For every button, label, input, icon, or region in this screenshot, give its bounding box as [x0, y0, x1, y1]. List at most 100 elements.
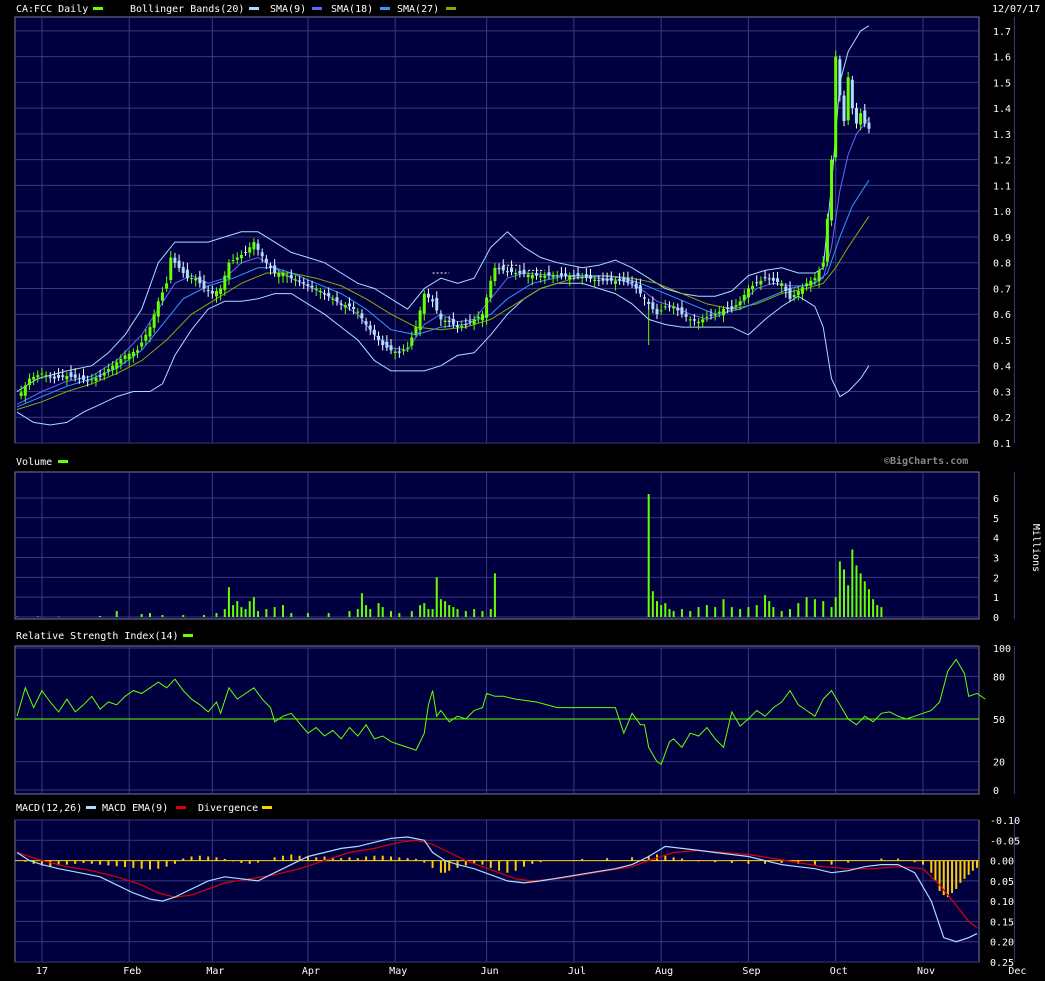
- candle-body: [310, 285, 314, 288]
- candle-body: [185, 269, 189, 279]
- candle-body: [501, 265, 505, 271]
- candle-body: [447, 320, 451, 322]
- legend-macd: MACD(12,26): [16, 803, 82, 814]
- date-label: 12/07/17: [992, 4, 1040, 15]
- candle-body: [613, 280, 617, 284]
- candle-body: [755, 282, 759, 284]
- candle-body: [356, 311, 360, 313]
- rsi-y-tick-label: 80: [993, 672, 1005, 683]
- x-axis-label: May: [389, 966, 407, 977]
- price-y-tick-label: 0.5: [993, 336, 1011, 347]
- candle-body: [605, 278, 609, 281]
- candle-body: [564, 273, 568, 276]
- candle-body: [838, 59, 842, 96]
- candle-body: [281, 273, 285, 277]
- candle-body: [809, 280, 813, 286]
- price-y-tick-label: 1.6: [993, 53, 1011, 64]
- candle-body: [406, 347, 410, 349]
- x-axis-label: Sep: [742, 966, 760, 977]
- legend-bollinger: Bollinger Bands(20): [130, 4, 244, 15]
- candle-body: [846, 77, 850, 121]
- legend-macd-ema: MACD EMA(9): [102, 803, 168, 814]
- x-axis-label: Jun: [481, 966, 499, 977]
- price-legend: CA:FCC Daily Bollinger Bands(20) SMA(9) …: [16, 4, 456, 15]
- candle-body: [476, 316, 480, 319]
- volume-y-tick-label: 5: [993, 514, 999, 525]
- volume-y-tick-label: 2: [993, 573, 999, 584]
- candle-body: [285, 275, 289, 277]
- candle-body: [734, 305, 738, 307]
- candle-body: [306, 284, 310, 286]
- volume-y-tick-label: 4: [993, 534, 999, 545]
- candle-body: [842, 95, 846, 122]
- candle-body: [206, 290, 210, 292]
- candle-body: [534, 273, 538, 276]
- candle-body: [489, 280, 493, 298]
- volume-title: Volume: [16, 457, 52, 468]
- x-axis-label: Oct: [830, 966, 848, 977]
- candle-body: [318, 291, 322, 293]
- candle-body: [630, 281, 634, 284]
- candle-body: [435, 297, 439, 311]
- candle-body: [713, 314, 717, 316]
- candle-body: [173, 257, 177, 263]
- candle-body: [850, 79, 854, 109]
- candle-body: [576, 273, 580, 276]
- candle-body: [480, 314, 484, 321]
- rsi-y-tick-label: 100: [993, 644, 1011, 655]
- macd-signal-line: [16, 839, 978, 928]
- candle-body: [252, 242, 256, 250]
- candle-body: [589, 275, 593, 279]
- candle-body: [327, 292, 331, 297]
- candle-body: [136, 350, 140, 353]
- candle-body: [410, 337, 414, 346]
- candle-body: [626, 278, 630, 283]
- candle-body: [593, 279, 597, 282]
- x-axis-label: Nov: [917, 966, 935, 977]
- x-axis-label: Mar: [206, 966, 224, 977]
- price-y-tick-label: 1.5: [993, 78, 1011, 89]
- rsi-y-tick-label: 50: [993, 715, 1005, 726]
- candle-body: [69, 372, 73, 377]
- candle-body: [115, 362, 119, 369]
- candle-body: [443, 320, 447, 322]
- candle-body: [94, 377, 98, 381]
- candle-body: [40, 373, 44, 375]
- candle-body: [468, 321, 472, 323]
- candle-body: [451, 318, 455, 325]
- macd-y-tick-label: 0.25: [990, 958, 1014, 969]
- candle-body: [830, 159, 834, 221]
- candle-body: [248, 247, 252, 253]
- candle-body: [692, 319, 696, 321]
- price-title: CA:FCC Daily: [16, 4, 88, 15]
- candle-body: [721, 309, 725, 316]
- candle-body: [210, 290, 214, 294]
- candle-body: [190, 278, 194, 280]
- rsi-y-tick-label: 0: [993, 786, 999, 797]
- candle-body: [638, 285, 642, 294]
- candle-body: [609, 277, 613, 281]
- candle-body: [397, 351, 401, 353]
- candle-body: [198, 276, 202, 284]
- candle-body: [688, 319, 692, 321]
- candle-body: [526, 274, 530, 278]
- candle-body: [256, 243, 260, 250]
- candle-body: [697, 321, 701, 324]
- candle-body: [672, 306, 676, 309]
- candle-body: [788, 287, 792, 299]
- candle-body: [464, 324, 468, 326]
- candle-body: [389, 345, 393, 351]
- candle-body: [401, 350, 405, 352]
- price-y-tick-label: 0.2: [993, 413, 1011, 424]
- candle-body: [543, 275, 547, 278]
- bollinger-lower-line: [16, 282, 870, 426]
- candle-body: [239, 254, 243, 259]
- candle-body: [655, 308, 659, 315]
- candle-body: [144, 334, 148, 341]
- candle-body: [601, 278, 605, 281]
- candle-body: [269, 265, 273, 268]
- candle-body: [19, 392, 23, 396]
- candle-body: [717, 311, 721, 313]
- candle-body: [680, 307, 684, 315]
